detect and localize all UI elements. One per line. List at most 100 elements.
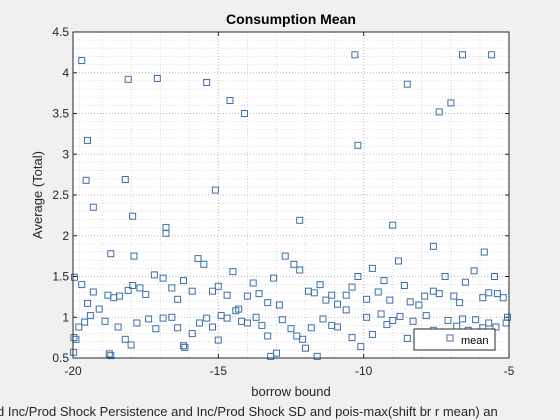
data-point-mean (264, 299, 272, 307)
data-point-mean (400, 282, 408, 289)
data-point-mean (152, 325, 160, 333)
data-point-mean (444, 317, 452, 324)
data-point-mean (499, 294, 507, 302)
data-point-mean (168, 313, 176, 321)
plot-area (73, 32, 509, 358)
data-point-mean (351, 51, 359, 59)
data-point-mean (211, 186, 219, 194)
data-point-mean (396, 312, 404, 320)
data-point-mean (383, 321, 391, 329)
data-point-mean (348, 283, 356, 291)
axis-ticks: -20 -15 -10 -5 0.5 1 1.5 2 2.5 3 3.5 4 4.5 (52, 25, 514, 378)
data-point-mean (459, 51, 466, 59)
y-tick-label: 1 (62, 310, 69, 324)
data-point-mean (129, 282, 137, 289)
data-point-mean (302, 344, 309, 352)
data-point-mean (188, 287, 196, 295)
data-point-mean (209, 323, 216, 331)
data-point-mean (264, 332, 272, 340)
y-tick-label: 0.5 (52, 351, 69, 365)
data-point-mean (485, 319, 493, 327)
data-point-mean (209, 287, 216, 295)
data-point-mean (380, 277, 388, 285)
data-point-mean (142, 290, 150, 298)
data-point-mean (214, 336, 222, 344)
data-point-mean (129, 212, 137, 220)
figure-caption: d Inc/Prod Shock Persistence and Inc/Pro… (0, 404, 498, 419)
y-tick-label: 2 (62, 229, 69, 243)
data-point-mean (459, 315, 466, 323)
data-point-mean (461, 278, 469, 286)
data-point-mean (441, 273, 449, 280)
data-point-mean (429, 242, 437, 250)
data-point-mean (267, 352, 275, 360)
legend-marker (446, 334, 454, 342)
data-point-mean (275, 301, 283, 309)
data-point-mean (229, 268, 237, 276)
data-point-mean (415, 301, 423, 309)
data-point-mean (395, 257, 402, 265)
y-tick-label: 3.5 (52, 107, 69, 121)
data-point-mean (322, 296, 330, 304)
legend-label-mean: mean (461, 335, 489, 347)
data-point-mean (435, 290, 443, 298)
data-point-mean (409, 317, 417, 325)
data-point-mean (328, 291, 336, 299)
data-point-mean (101, 317, 109, 325)
data-point-mean (226, 97, 234, 104)
data-point-mean (75, 323, 83, 331)
data-point-mean (492, 323, 500, 331)
data-point-mean (342, 291, 350, 299)
y-axis-label: Average (Total) (30, 151, 45, 239)
data-point-mean (232, 307, 240, 315)
data-point-mean (435, 108, 443, 116)
data-point-mean (319, 315, 327, 323)
data-point-mean (159, 274, 167, 282)
data-point-mean (82, 176, 90, 184)
data-point-mean (127, 341, 135, 349)
data-point-mean (491, 273, 498, 280)
data-point-mean (223, 291, 231, 299)
y-tick-label: 4 (62, 66, 69, 80)
data-point-mean (162, 229, 170, 237)
data-point-mean (470, 267, 478, 275)
data-point-mean (116, 292, 123, 300)
data-point-mean (403, 80, 411, 88)
data-point-mean (195, 319, 203, 327)
data-point-mean (406, 298, 414, 306)
data-point-mean (145, 315, 153, 323)
data-point-mean (310, 289, 318, 297)
data-point-mean (485, 289, 493, 297)
data-point-mean (133, 319, 141, 327)
data-point-mean (447, 99, 455, 107)
data-point-mean (174, 295, 182, 303)
data-point-mean (403, 334, 411, 342)
data-point-mean (422, 312, 430, 320)
x-tick-label: -15 (210, 364, 228, 378)
data-point-mean (386, 296, 394, 304)
data-point-mean (136, 284, 144, 292)
data-point-mean (180, 277, 187, 285)
x-tick-label: -10 (355, 364, 373, 378)
data-point-mean (243, 319, 251, 327)
data-point-mean (281, 252, 289, 260)
data-point-mean (153, 75, 161, 82)
data-point-mean (241, 110, 248, 117)
data-point-mean (84, 136, 91, 144)
data-point-mean (89, 288, 97, 296)
data-point-mean (363, 313, 371, 321)
data-point-mean (287, 325, 295, 333)
data-point-mean (389, 221, 397, 229)
data-point-mean (188, 330, 196, 338)
data-point-mean (504, 313, 511, 321)
y-tick-label: 4.5 (52, 25, 69, 39)
data-point-mean (252, 313, 260, 321)
data-point-mean (203, 79, 211, 86)
data-point-mean (472, 316, 480, 324)
data-point-mean (180, 342, 187, 350)
data-point-mean (249, 279, 257, 287)
data-point-mean (174, 324, 182, 332)
data-point-mean (78, 281, 86, 289)
data-point-mean (105, 350, 113, 358)
data-point-mean (278, 316, 286, 324)
